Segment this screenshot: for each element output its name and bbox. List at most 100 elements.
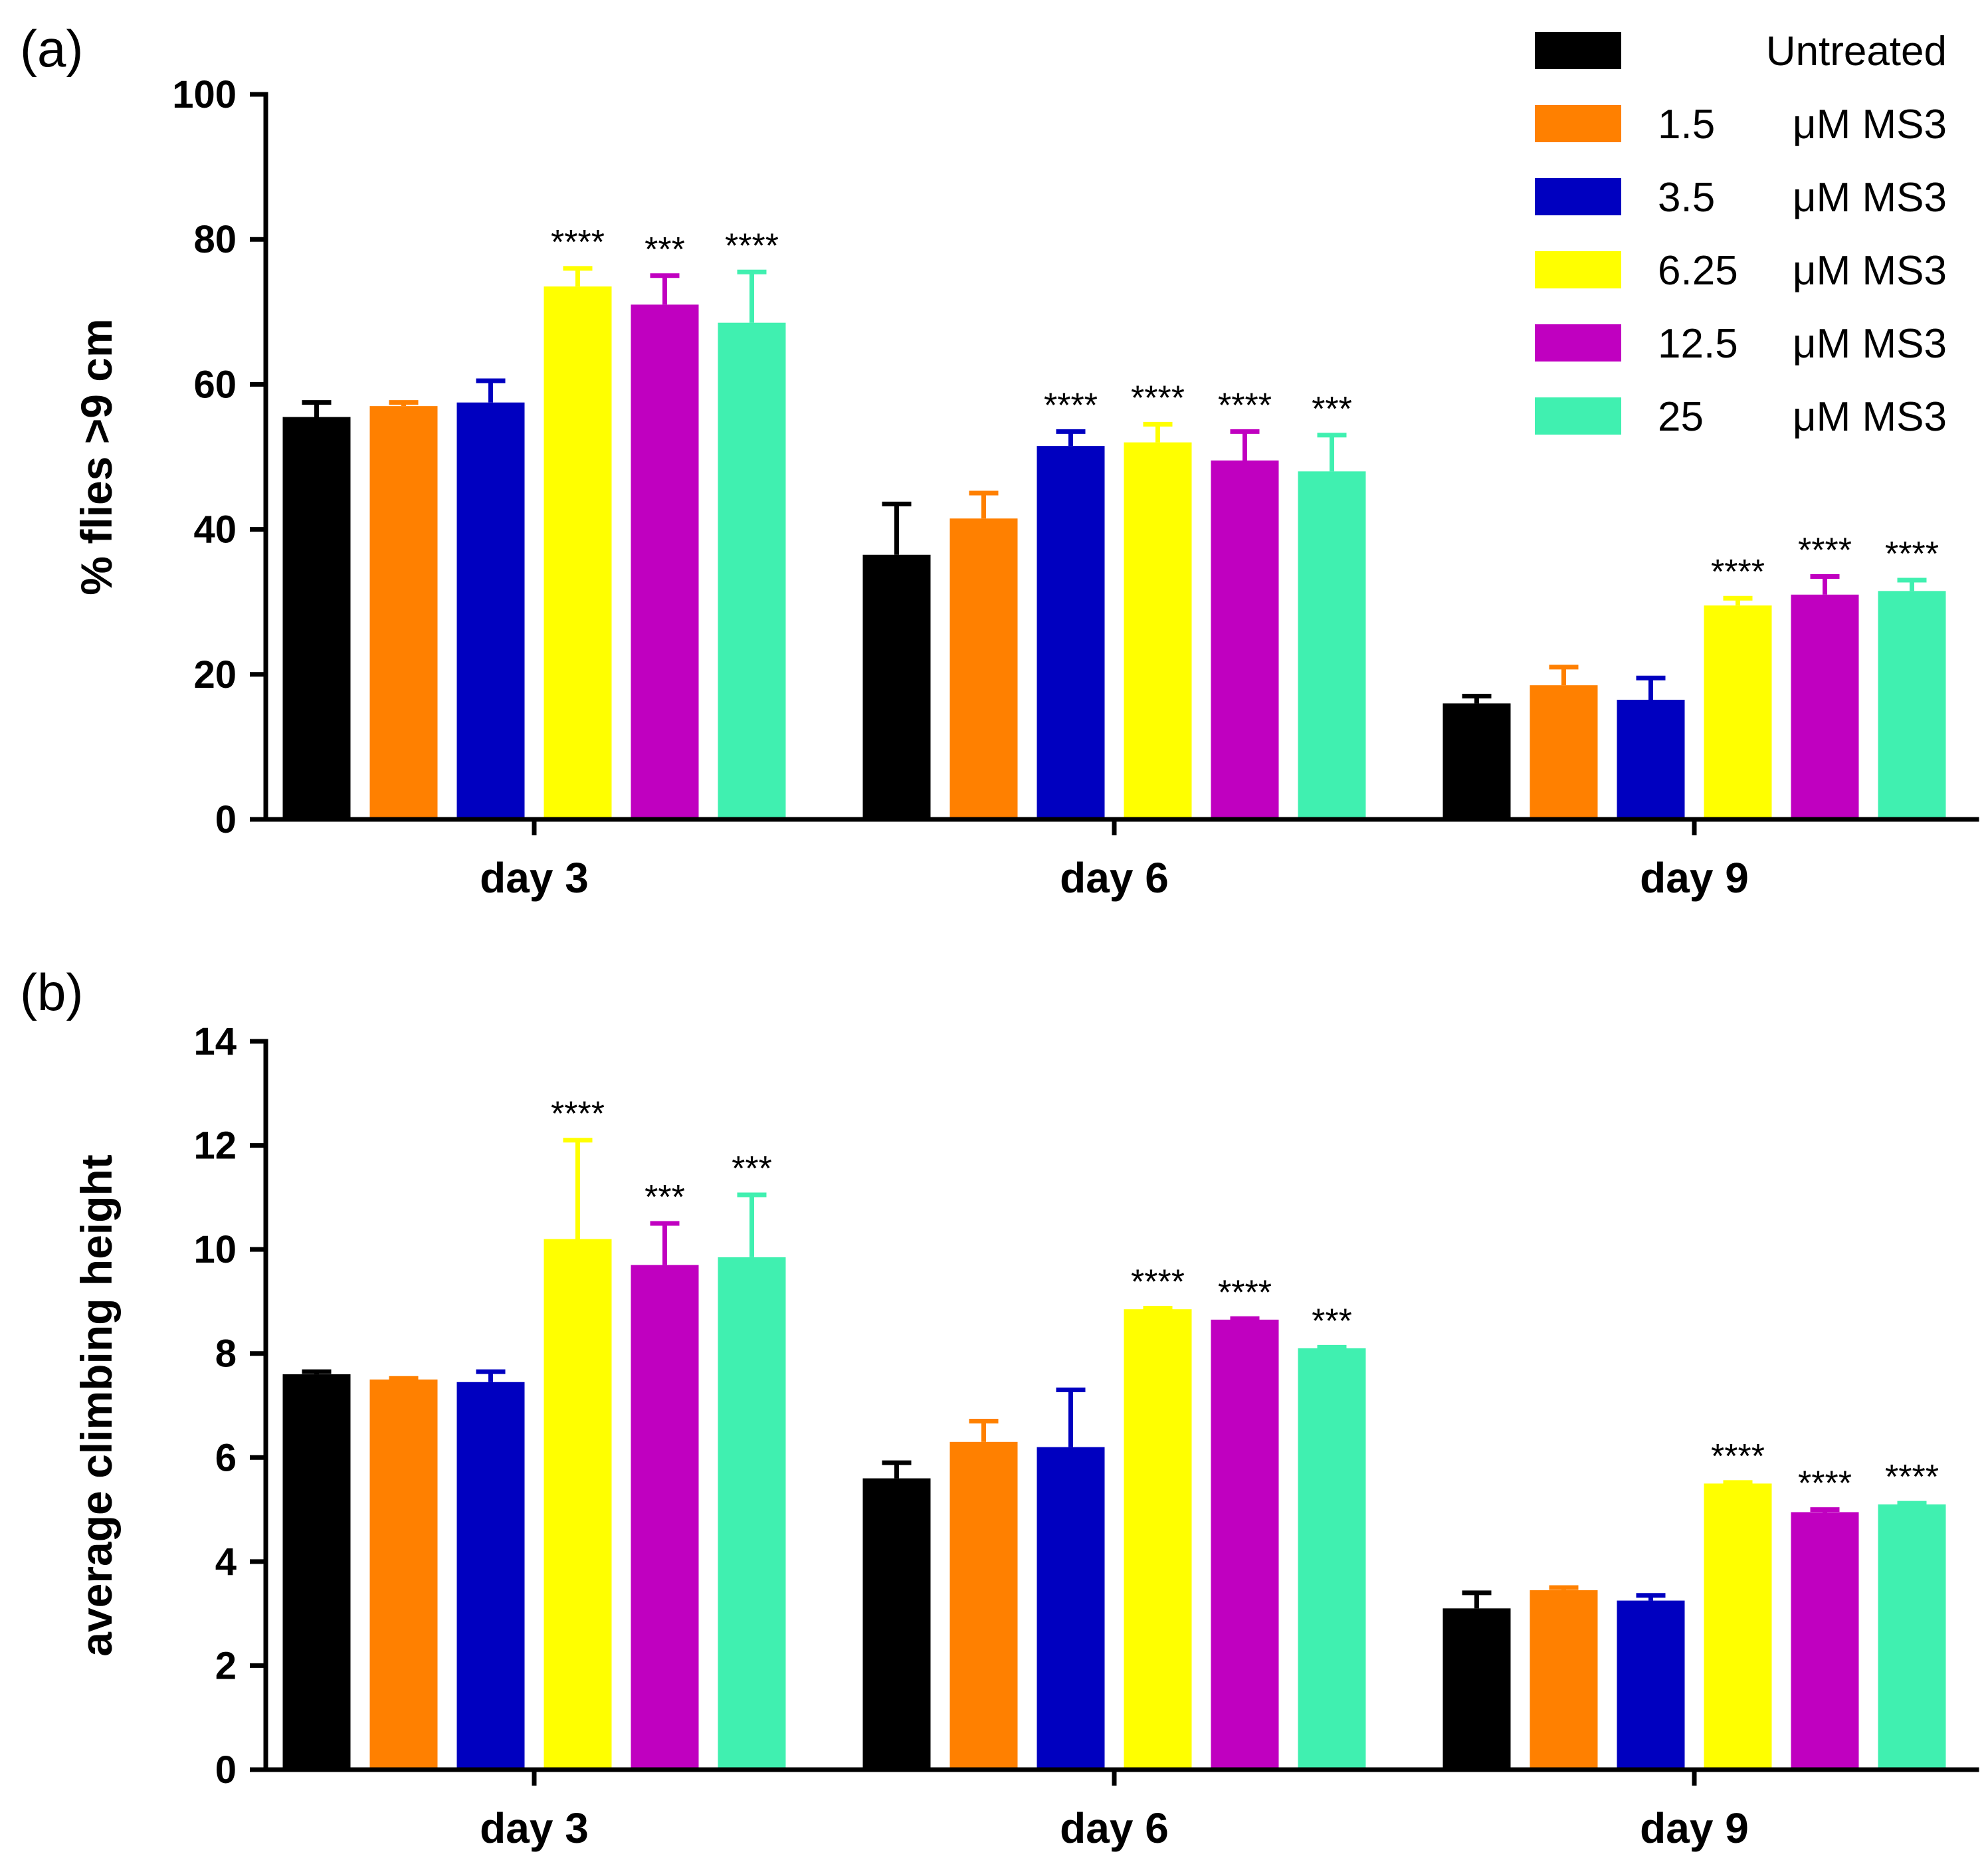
bar	[1037, 1447, 1105, 1770]
bar	[631, 1265, 699, 1770]
legend-label: μM MS3	[1793, 394, 1947, 440]
significance-label: ****	[1711, 553, 1765, 591]
legend-dose: 25	[1658, 394, 1704, 440]
y-tick-label: 0	[215, 798, 237, 841]
y-axis-label: % flies >9 cm	[72, 318, 121, 595]
bar	[1211, 1319, 1279, 1770]
significance-label: ***	[645, 1178, 685, 1217]
significance-label: ***	[732, 1150, 772, 1188]
significance-label: ****	[551, 223, 605, 262]
legend-dose: 3.5	[1658, 175, 1715, 221]
bar	[1791, 594, 1859, 819]
panel-b: (b)average climbing height**********day …	[20, 963, 1979, 1852]
bar	[1124, 442, 1192, 819]
legend-label: Untreated	[1766, 29, 1947, 74]
legend-label: μM MS3	[1793, 175, 1947, 221]
y-tick-label: 0	[215, 1748, 237, 1792]
legend-swatch	[1535, 397, 1621, 435]
bar	[1037, 446, 1105, 819]
legend-swatch	[1535, 32, 1621, 69]
bar	[369, 1379, 438, 1770]
bar	[1617, 699, 1685, 819]
bar	[631, 304, 699, 819]
significance-label: ****	[551, 1095, 605, 1134]
significance-label: ****	[1885, 1458, 1939, 1497]
bar	[862, 554, 931, 819]
significance-label: ****	[1218, 386, 1272, 425]
legend: Untreated 1.5 μM MS3 3.5 μM MS3 6.25 μM MS3 12.…	[1535, 29, 1947, 440]
bar	[282, 417, 351, 819]
x-tick-label: day 3	[480, 854, 589, 902]
bar	[862, 1478, 931, 1770]
bar	[1530, 1590, 1598, 1770]
y-axis-label: average climbing height	[72, 1154, 121, 1657]
bar	[544, 1239, 612, 1770]
significance-label: ***	[645, 231, 685, 269]
bar	[1704, 605, 1772, 819]
y-tick-label: 6	[215, 1436, 237, 1479]
significance-label: ****	[1798, 1465, 1852, 1503]
significance-label: ***	[1312, 390, 1352, 429]
bar	[1791, 1512, 1859, 1770]
significance-label: ****	[1131, 379, 1185, 417]
bar	[456, 1382, 525, 1770]
bar	[1211, 460, 1279, 819]
bar	[544, 286, 612, 819]
y-tick-label: 12	[193, 1124, 237, 1168]
x-tick-label: day 9	[1640, 1804, 1749, 1852]
x-tick-label: day 6	[1060, 854, 1169, 902]
bar	[718, 322, 786, 819]
significance-label: ****	[1218, 1273, 1272, 1312]
significance-label: ****	[1711, 1437, 1765, 1476]
legend-label: μM MS3	[1793, 102, 1947, 148]
legend-dose: 12.5	[1658, 321, 1738, 367]
y-tick-label: 4	[215, 1540, 237, 1584]
bar	[1442, 1608, 1511, 1770]
y-tick-label: 80	[193, 218, 237, 261]
bar	[949, 1441, 1018, 1770]
legend-swatch	[1535, 178, 1621, 215]
legend-dose: 6.25	[1658, 248, 1738, 294]
panel-a: (a)% flies >9 cm**** *** ****day 3**** ****…	[20, 19, 1979, 902]
bar	[1704, 1483, 1772, 1770]
y-tick-label: 20	[193, 653, 237, 696]
bar	[456, 402, 525, 819]
significance-label: ****	[1044, 386, 1098, 425]
bar	[1878, 1504, 1946, 1770]
legend-swatch	[1535, 251, 1621, 288]
significance-label: ****	[1798, 532, 1852, 570]
bar	[282, 1374, 351, 1770]
bar	[369, 406, 438, 819]
legend-label: μM MS3	[1793, 321, 1947, 367]
panel-label: (b)	[20, 963, 83, 1021]
legend-label: μM MS3	[1793, 248, 1947, 294]
bar	[1298, 1348, 1366, 1770]
legend-swatch	[1535, 324, 1621, 362]
y-tick-label: 8	[215, 1332, 237, 1376]
panel-label: (a)	[20, 19, 83, 78]
bar	[1878, 591, 1946, 819]
bar	[1442, 703, 1511, 819]
bar	[1530, 685, 1598, 819]
significance-label: ****	[725, 227, 779, 265]
bar	[1298, 471, 1366, 819]
bar	[949, 518, 1018, 819]
x-tick-label: day 3	[480, 1804, 589, 1852]
y-tick-label: 100	[172, 73, 237, 116]
y-tick-label: 14	[193, 1020, 237, 1063]
significance-label: ****	[1885, 535, 1939, 573]
significance-label: ***	[1312, 1302, 1352, 1340]
significance-label: ****	[1131, 1263, 1185, 1302]
y-tick-label: 2	[215, 1644, 237, 1687]
bar	[1124, 1309, 1192, 1770]
bar	[1617, 1600, 1685, 1770]
y-tick-label: 60	[193, 363, 237, 406]
x-tick-label: day 6	[1060, 1804, 1169, 1852]
y-tick-label: 10	[193, 1228, 237, 1271]
legend-dose: 1.5	[1658, 102, 1715, 148]
x-tick-label: day 9	[1640, 854, 1749, 902]
bar	[718, 1257, 786, 1770]
y-tick-label: 40	[193, 508, 237, 552]
legend-swatch	[1535, 105, 1621, 142]
